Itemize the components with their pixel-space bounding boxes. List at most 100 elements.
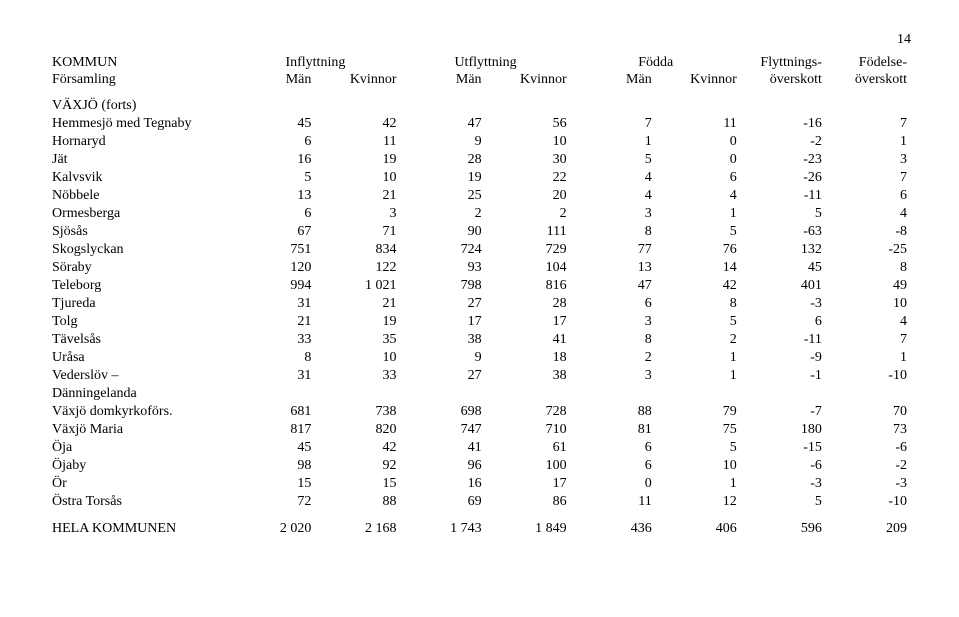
row-label: Jät: [48, 151, 230, 169]
row-value: 9: [400, 133, 485, 151]
row-value: 4: [826, 313, 911, 331]
row-value: -7: [741, 403, 826, 421]
header-utflyttning: Utflyttning: [400, 54, 570, 71]
row-value: 42: [656, 277, 741, 295]
header-inflyttning: Inflyttning: [230, 54, 400, 71]
header-flyttnings: Flyttnings-: [741, 54, 826, 71]
row-value: -6: [741, 457, 826, 475]
row-value: 820: [315, 421, 400, 439]
row-value: 31: [230, 367, 315, 385]
data-table: KOMMUN Inflyttning Utflyttning Födda Fly…: [48, 54, 911, 538]
table-row: Hornaryd61191010-21: [48, 133, 911, 151]
row-value: 5: [571, 151, 656, 169]
row-value: 5: [741, 205, 826, 223]
row-value: 8: [571, 331, 656, 349]
row-value: 7: [826, 331, 911, 349]
row-value: 93: [400, 259, 485, 277]
row-label: Ormesberga: [48, 205, 230, 223]
row-value: 81: [571, 421, 656, 439]
row-value: -11: [741, 331, 826, 349]
row-value: 27: [400, 367, 485, 385]
row-value: 122: [315, 259, 400, 277]
row-value: 45: [230, 115, 315, 133]
row-value: 100: [486, 457, 571, 475]
row-value: 35: [315, 331, 400, 349]
row-value: -10: [826, 493, 911, 511]
header-man-3: Män: [571, 71, 656, 88]
row-value: 90: [400, 223, 485, 241]
total-row: HELA KOMMUNEN2 0202 1681 7431 8494364065…: [48, 511, 911, 538]
row-value: 88: [315, 493, 400, 511]
row-value: 2: [486, 205, 571, 223]
row-value: 17: [400, 313, 485, 331]
table-row: Växjö domkyrkoförs.6817386987288879-770: [48, 403, 911, 421]
header-kvinnor-2: Kvinnor: [486, 71, 571, 88]
row-value: 738: [315, 403, 400, 421]
row-label: Uråsa: [48, 349, 230, 367]
row-value: -10: [826, 367, 911, 385]
table-row: Växjö Maria817820747710817518073: [48, 421, 911, 439]
row-value: 17: [486, 313, 571, 331]
row-value: 15: [230, 475, 315, 493]
row-value: 12: [656, 493, 741, 511]
row-value: 8: [230, 349, 315, 367]
row-value: 42: [315, 439, 400, 457]
row-value: 21: [315, 187, 400, 205]
row-value: 19: [400, 169, 485, 187]
row-value: 28: [486, 295, 571, 313]
row-value: 10: [486, 133, 571, 151]
row-value: 5: [230, 169, 315, 187]
row-value: 20: [486, 187, 571, 205]
row-value: -2: [826, 457, 911, 475]
total-label: HELA KOMMUNEN: [48, 511, 230, 538]
row-value: 11: [315, 133, 400, 151]
total-value: 2 168: [315, 511, 400, 538]
row-value: 67: [230, 223, 315, 241]
row-value: -3: [741, 475, 826, 493]
row-value: 22: [486, 169, 571, 187]
row-value: [230, 385, 315, 403]
row-value: 681: [230, 403, 315, 421]
row-value: 33: [315, 367, 400, 385]
row-value: 45: [230, 439, 315, 457]
row-value: 38: [486, 367, 571, 385]
table-row: Ormesberga63223154: [48, 205, 911, 223]
row-value: 2: [656, 331, 741, 349]
row-value: 13: [230, 187, 315, 205]
row-value: 8: [826, 259, 911, 277]
row-label: Hemmesjö med Tegnaby: [48, 115, 230, 133]
row-value: 5: [656, 439, 741, 457]
row-value: -26: [741, 169, 826, 187]
row-value: [400, 385, 485, 403]
table-row: Hemmesjö med Tegnaby45424756711-167: [48, 115, 911, 133]
row-label: Tolg: [48, 313, 230, 331]
row-value: 86: [486, 493, 571, 511]
row-value: 7: [571, 115, 656, 133]
header-overskott-1: överskott: [741, 71, 826, 88]
row-value: 56: [486, 115, 571, 133]
row-value: 25: [400, 187, 485, 205]
row-value: 816: [486, 277, 571, 295]
table-row: Söraby120122931041314458: [48, 259, 911, 277]
row-value: 88: [571, 403, 656, 421]
table-row: Teleborg9941 021798816474240149: [48, 277, 911, 295]
total-value: 596: [741, 511, 826, 538]
row-value: 8: [656, 295, 741, 313]
row-value: 1: [826, 133, 911, 151]
row-value: 72: [230, 493, 315, 511]
row-value: 729: [486, 241, 571, 259]
row-value: 96: [400, 457, 485, 475]
row-value: 6: [230, 133, 315, 151]
row-value: 16: [400, 475, 485, 493]
row-value: 15: [315, 475, 400, 493]
page-number: 14: [48, 32, 911, 48]
row-value: -11: [741, 187, 826, 205]
row-value: 5: [656, 313, 741, 331]
header-man-2: Män: [400, 71, 485, 88]
row-value: 28: [400, 151, 485, 169]
row-value: 8: [571, 223, 656, 241]
row-value: [571, 385, 656, 403]
row-value: 5: [741, 493, 826, 511]
row-label: Växjö domkyrkoförs.: [48, 403, 230, 421]
row-label: Östra Torsås: [48, 493, 230, 511]
